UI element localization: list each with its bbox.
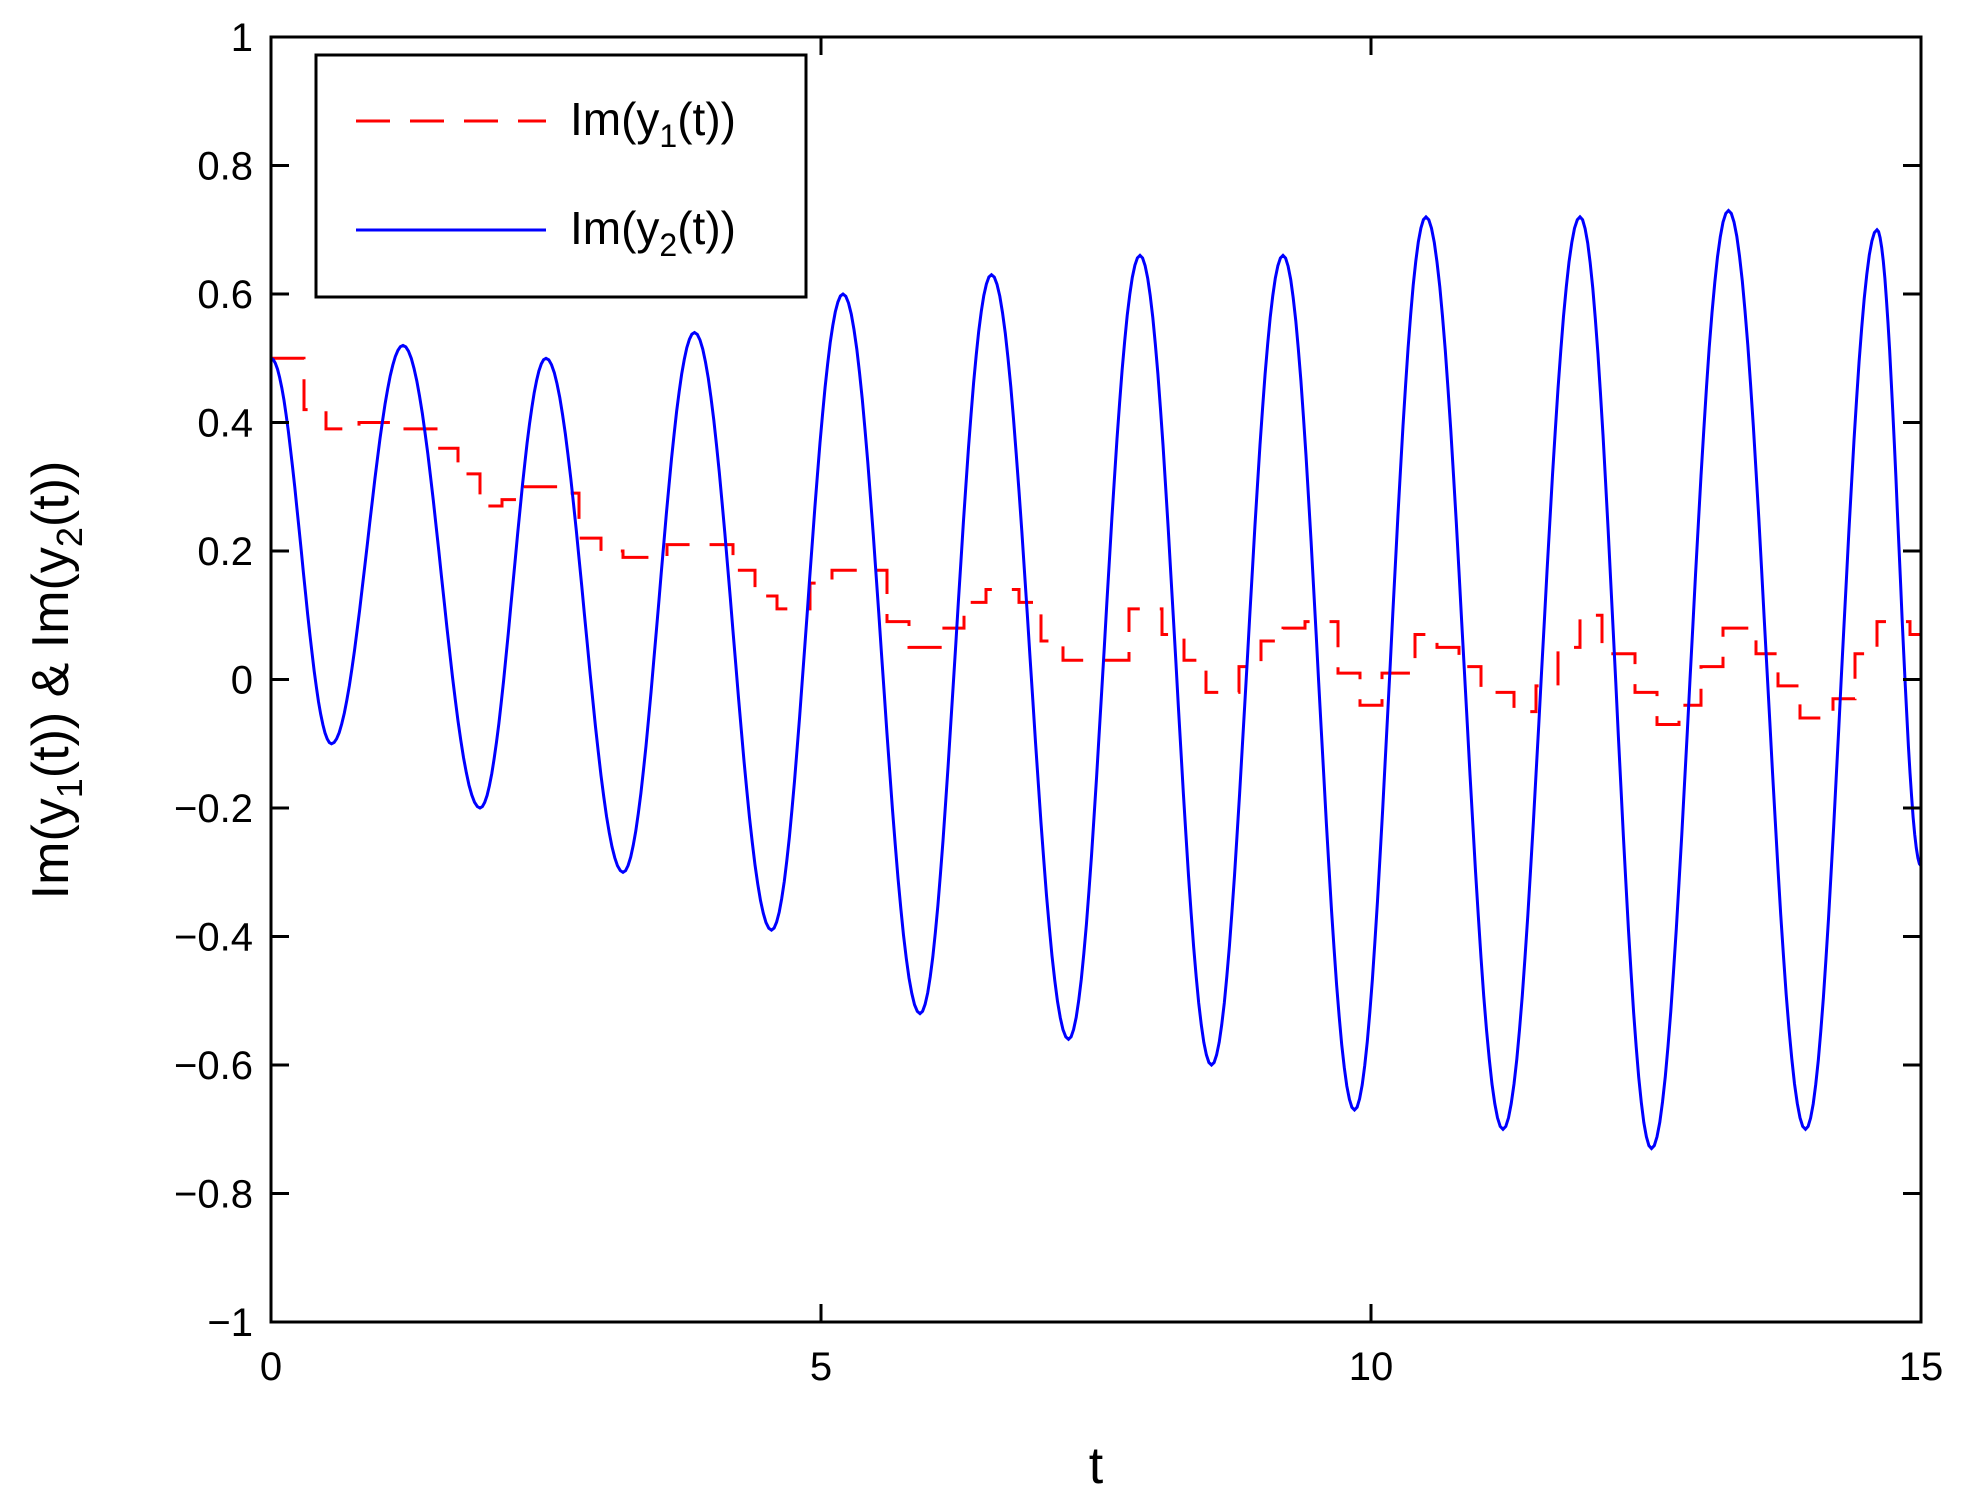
x-tick-label: 5 [810,1345,832,1389]
x-axis-label: t [1089,1437,1104,1495]
x-tick-label: 10 [1349,1345,1394,1389]
y-tick-label: −0.2 [174,787,253,831]
y-tick-label: 0.8 [197,145,253,189]
y-tick-label: 1 [231,16,253,60]
y-tick-label: 0.4 [197,402,253,446]
y-tick-label: −1 [207,1301,253,1345]
x-tick-label: 15 [1899,1345,1944,1389]
y-tick-label: −0.6 [174,1044,253,1088]
y-tick-label: 0.2 [197,530,253,574]
y-tick-label: −0.4 [174,916,253,960]
series-2-line [270,208,1923,1151]
legend: Im(y1(t)) Im(y2(t)) [314,53,808,299]
y-axis-label: Im(y1(t)) & Im(y2(t)) [22,461,90,900]
ticks-layer: 0 5 10 15 −1 −0.8 −0.6 −0.4 −0.2 0 0.2 0.4 0.6 0.8 1 [174,16,1943,1389]
series-layer [270,208,1923,1151]
y-tick-label: −0.8 [174,1173,253,1217]
x-tick-label: 0 [260,1345,282,1389]
y-tick-label: 0.6 [197,273,253,317]
legend-label-series-2: Im(y2(t)) [570,202,736,263]
legend-box [314,53,808,299]
legend-label-series-1: Im(y1(t)) [570,93,736,154]
y-tick-label: 0 [231,659,253,703]
